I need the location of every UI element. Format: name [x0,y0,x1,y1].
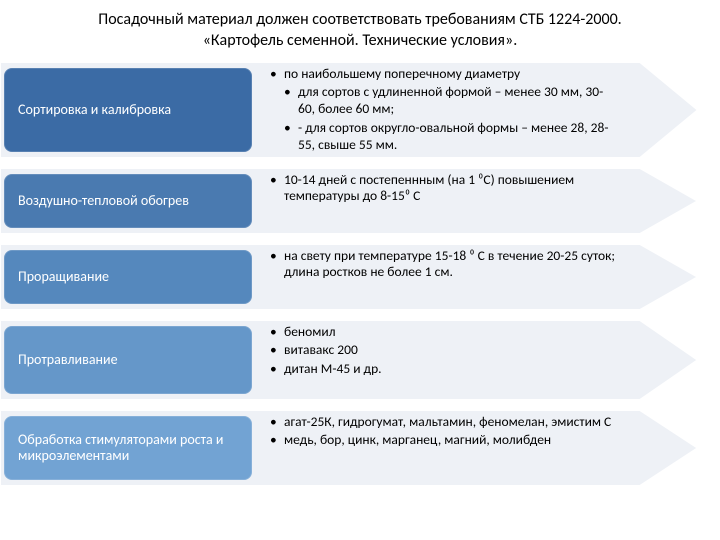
bullet-item: 10-14 дней с постепеннным (на 1 ⁰С) повы… [270,172,620,206]
stage-content: по наибольшему поперечному диаметрудля с… [252,60,720,160]
stage-label-text: Сортировка и калибровка [18,102,171,118]
bullet-text: на свету при температуре 15-18 ⁰ С в теч… [284,247,615,281]
stage-label: Сортировка и калибровка [4,68,252,152]
stage-label: Обработка стимуляторами роста и микроэле… [4,416,252,480]
bullet-text: - для сортов округло-овальной формы – ме… [298,119,608,153]
title-line1: Посадочный материал должен соответствова… [98,10,621,29]
title-line2: «Картофель семенной. Технические условия… [203,31,518,50]
bullet-item: беномил [270,324,620,341]
stage-row: Обработка стимуляторами роста и микроэле… [0,408,720,488]
stage-content: на свету при температуре 15-18 ⁰ С в теч… [252,242,720,312]
stage-row: Проращивание на свету при температуре 15-… [0,242,720,312]
bullet-item: - для сортов округло-овальной формы – ме… [270,120,620,154]
stage-row: Воздушно-тепловой обогрев 10-14 дней с по… [0,166,720,236]
bullet-text: 10-14 дней с постепеннным (на 1 ⁰С) повы… [284,171,574,205]
stage-content: агат-25К, гидрогумат, мальтамин, феномел… [252,408,720,488]
bullet-item: дитан М-45 и др. [270,361,620,378]
bullet-text: агат-25К, гидрогумат, мальтамин, феномел… [284,413,611,430]
stage-row: Протравливание беномилвитавакс 200 дитан … [0,318,720,402]
stage-content: 10-14 дней с постепеннным (на 1 ⁰С) повы… [252,166,720,236]
stage-content: беномилвитавакс 200 дитан М-45 и др. [252,318,720,402]
bullet-item: для сортов с удлиненной формой – менее 3… [270,84,620,118]
bullet-item: на свету при температуре 15-18 ⁰ С в теч… [270,248,620,282]
bullet-item: витавакс 200 [270,342,620,359]
stage-row: Сортировка и калибровка по наибольшему по… [0,60,720,160]
stage-label-text: Воздушно-тепловой обогрев [18,193,189,209]
bullet-item: агат-25К, гидрогумат, мальтамин, феномел… [270,414,620,431]
bullet-text: медь, бор, цинк, марганец, магний, молиб… [284,431,551,448]
page-title: Посадочный материал должен соответствова… [0,0,720,56]
bullet-text: дитан М-45 и др. [284,360,382,377]
stage-label: Протравливание [4,326,252,394]
bullet-text: по наибольшему поперечному диаметру [284,65,520,82]
bullet-text: для сортов с удлиненной формой – менее 3… [298,83,603,117]
bullet-text: беномил [284,323,336,340]
bullet-item: по наибольшему поперечному диаметру [270,66,620,83]
stage-label-text: Обработка стимуляторами роста и микроэле… [18,432,238,464]
bullet-text: витавакс 200 [284,341,358,358]
bullet-item: медь, бор, цинк, марганец, магний, молиб… [270,432,620,449]
stages-container: Сортировка и калибровка по наибольшему по… [0,56,720,488]
stage-label-text: Протравливание [18,352,118,368]
stage-label: Воздушно-тепловой обогрев [4,174,252,228]
stage-label-text: Проращивание [18,269,109,285]
stage-label: Проращивание [4,250,252,304]
